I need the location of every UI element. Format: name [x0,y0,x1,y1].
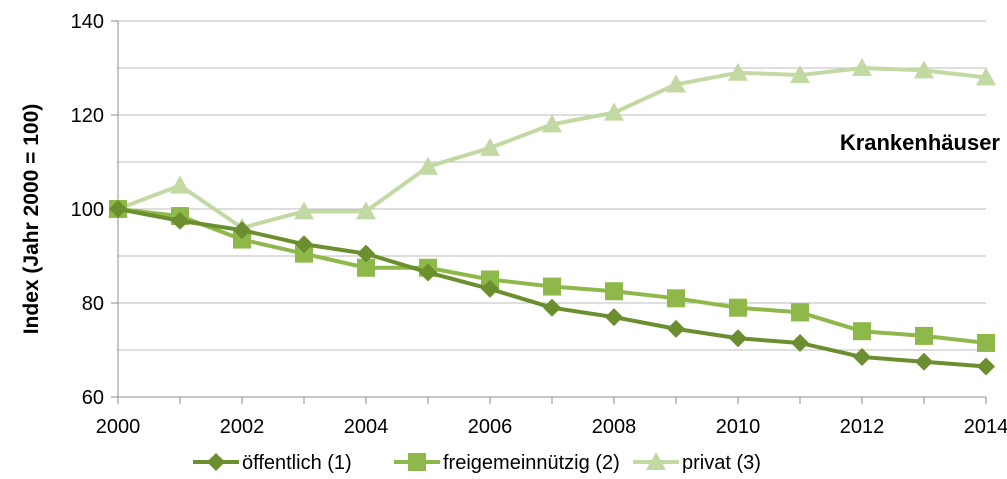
y-tick-label: 100 [71,199,104,221]
x-tick-label: 2010 [716,416,761,438]
x-tick-label: 2006 [468,416,513,438]
data-point [418,156,438,175]
legend: öffentlich (1) freigemeinnützig (2) privat… [193,452,761,474]
x-tick-label: 2012 [840,416,885,438]
data-point [294,201,314,220]
data-point [977,357,995,376]
chart-annotation: Krankenhäuser [840,130,1001,155]
legend-entry: öffentlich (1) [193,452,352,474]
data-point [853,322,871,341]
data-point [790,65,810,84]
data-point [604,102,624,121]
data-point [233,230,251,249]
series-lines [108,58,996,376]
axes: 60 80 100 120 140 2000 2002 2004 2006 2008 2010 201… [71,11,1007,438]
data-point [542,114,562,133]
legend-label: freigemeinnützig (2) [443,452,620,474]
data-point [543,298,561,317]
data-point [171,211,189,230]
legend-marker [408,453,426,471]
data-point [915,352,933,371]
data-point [357,244,375,263]
data-point [667,319,685,338]
data-point [791,333,809,352]
data-point [666,74,686,93]
legend-entry: freigemeinnützig (2) [394,452,620,474]
data-point [977,333,995,352]
data-point [295,244,313,263]
x-tick-label: 2004 [344,416,389,438]
data-point [233,221,251,240]
data-point [605,308,623,327]
data-point [914,60,934,79]
data-point [667,289,685,308]
legend-marker [207,453,225,471]
data-point [170,175,190,194]
data-point [480,137,500,156]
data-point [543,277,561,296]
legend-label: privat (3) [682,452,761,474]
data-point [295,235,313,254]
data-point [728,62,748,81]
data-point [419,263,437,282]
y-tick-label: 80 [82,293,104,315]
data-point [853,348,871,367]
data-point [729,298,747,317]
y-axis-label: Index (Jahr 2000 = 100) [20,104,43,335]
data-point [791,303,809,322]
data-point [976,67,996,86]
data-point [481,279,499,298]
x-tick-label: 2000 [96,416,141,438]
y-tick-label: 60 [82,387,104,409]
legend-label: öffentlich (1) [242,452,352,474]
x-tick-label: 2008 [592,416,637,438]
series-triangle [108,58,996,236]
x-tick-label: 2002 [220,416,265,438]
data-point [356,201,376,220]
y-tick-label: 140 [71,11,104,33]
data-point [729,329,747,348]
data-point [481,270,499,289]
legend-entry: privat (3) [633,452,761,474]
data-point [605,282,623,301]
data-point [357,258,375,277]
y-tick-label: 120 [71,105,104,127]
data-point [852,58,872,76]
data-point [915,326,933,345]
series-diamond [109,200,995,376]
x-tick-label: 2014 [964,416,1007,438]
data-point [109,200,127,218]
legend-marker [646,452,666,470]
